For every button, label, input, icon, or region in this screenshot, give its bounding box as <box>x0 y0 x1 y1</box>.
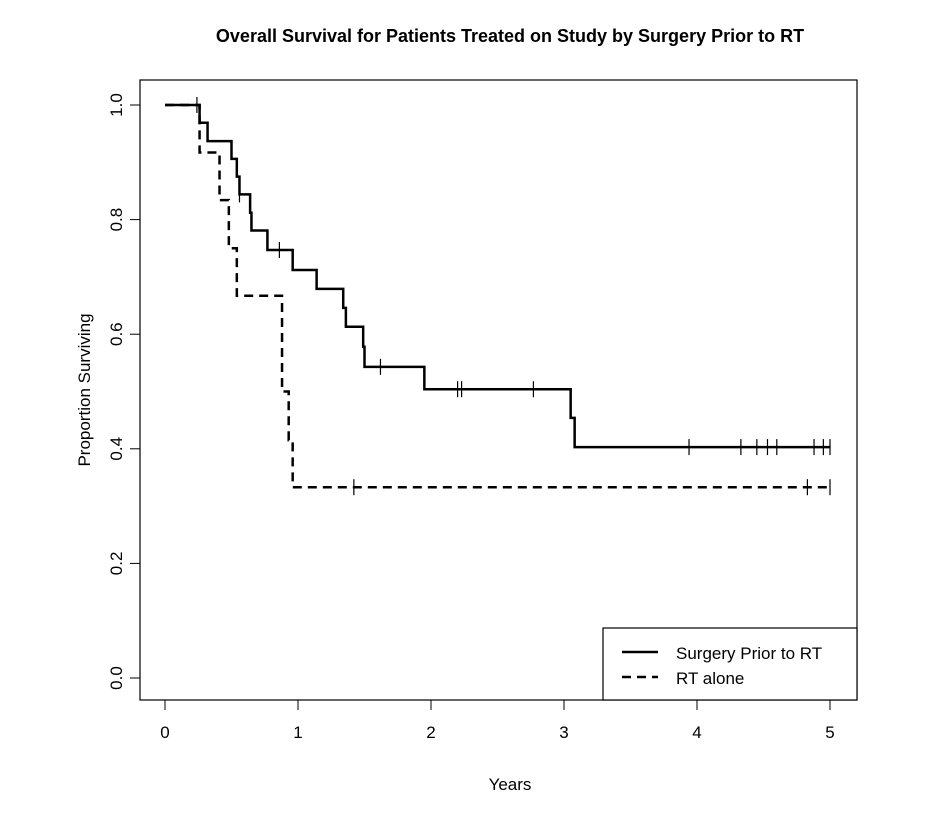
survival-curve-rt-alone <box>165 103 830 489</box>
x-tick-label: 3 <box>559 723 568 742</box>
x-tick-label: 5 <box>825 723 834 742</box>
legend-box <box>602 627 858 701</box>
x-axis-label: Years <box>489 775 532 794</box>
x-tick-label: 2 <box>426 723 435 742</box>
chart-title: Overall Survival for Patients Treated on… <box>216 26 804 46</box>
y-axis-label: Proportion Surviving <box>75 313 94 466</box>
y-tick-label: 0.4 <box>107 437 126 461</box>
x-tick-label: 4 <box>692 723 701 742</box>
legend-label-rt-alone: RT alone <box>676 669 744 688</box>
y-tick-label: 0.8 <box>107 208 126 232</box>
y-tick-label: 1.0 <box>107 93 126 117</box>
plot-frame <box>139 79 858 701</box>
x-tick-label: 0 <box>160 723 169 742</box>
y-tick-label: 0.0 <box>107 666 126 690</box>
legend-label-surgery: Surgery Prior to RT <box>676 644 822 663</box>
y-tick-label: 0.6 <box>107 322 126 346</box>
survival-curve-surgery <box>165 103 830 449</box>
legend: Surgery Prior to RT RT alone <box>602 627 858 701</box>
y-tick-label: 0.2 <box>107 552 126 576</box>
x-tick-label: 1 <box>293 723 302 742</box>
